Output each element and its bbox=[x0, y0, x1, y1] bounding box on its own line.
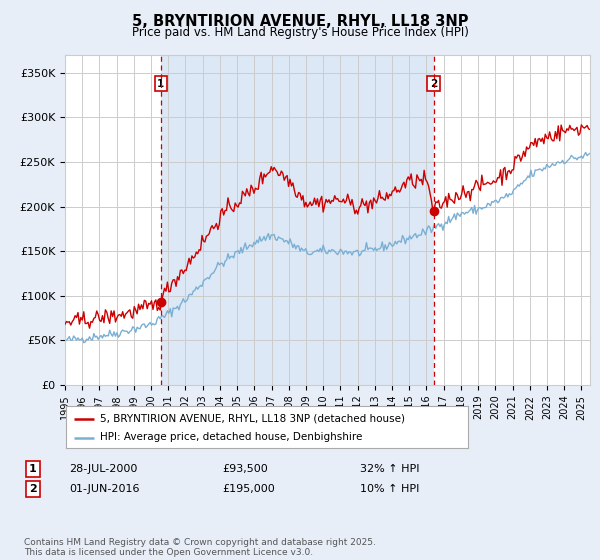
Text: Price paid vs. HM Land Registry's House Price Index (HPI): Price paid vs. HM Land Registry's House … bbox=[131, 26, 469, 39]
Text: 10% ↑ HPI: 10% ↑ HPI bbox=[360, 484, 419, 494]
Text: £195,000: £195,000 bbox=[222, 484, 275, 494]
Text: £93,500: £93,500 bbox=[222, 464, 268, 474]
Text: 5, BRYNTIRION AVENUE, RHYL, LL18 3NP: 5, BRYNTIRION AVENUE, RHYL, LL18 3NP bbox=[132, 14, 468, 29]
Text: 01-JUN-2016: 01-JUN-2016 bbox=[69, 484, 139, 494]
Text: 1: 1 bbox=[157, 78, 164, 88]
Text: Contains HM Land Registry data © Crown copyright and database right 2025.
This d: Contains HM Land Registry data © Crown c… bbox=[24, 538, 376, 557]
Text: 28-JUL-2000: 28-JUL-2000 bbox=[69, 464, 137, 474]
Text: 1: 1 bbox=[29, 464, 37, 474]
Text: 2: 2 bbox=[29, 484, 37, 494]
Text: 32% ↑ HPI: 32% ↑ HPI bbox=[360, 464, 419, 474]
Text: 2: 2 bbox=[430, 78, 437, 88]
Text: 5, BRYNTIRION AVENUE, RHYL, LL18 3NP (detached house): 5, BRYNTIRION AVENUE, RHYL, LL18 3NP (de… bbox=[100, 414, 405, 423]
Bar bbox=[161, 55, 434, 385]
Text: HPI: Average price, detached house, Denbighshire: HPI: Average price, detached house, Denb… bbox=[100, 432, 362, 442]
